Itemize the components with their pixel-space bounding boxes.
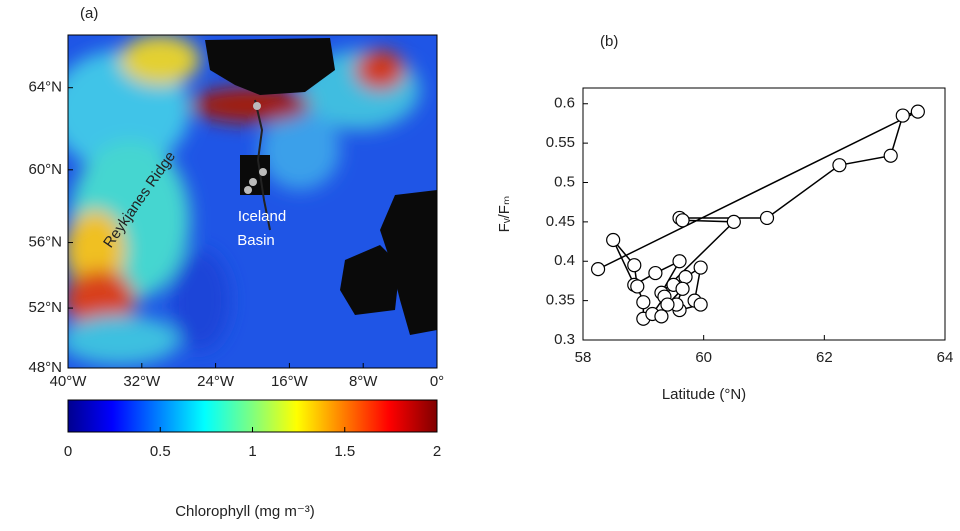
- data-point: [660, 297, 675, 312]
- x-tick-label: 60: [695, 349, 712, 366]
- data-point: [693, 297, 708, 312]
- data-point: [678, 269, 693, 285]
- data-point: [648, 265, 663, 281]
- colorbar-tick-label: 1: [248, 443, 256, 460]
- colorbar-tick-label: 0.5: [150, 443, 171, 460]
- map-image: [68, 35, 437, 368]
- colorbar-tick-label: 0: [64, 443, 72, 460]
- x-tick-label: 16°W: [271, 373, 309, 390]
- y-tick-label: 56°N: [28, 234, 62, 251]
- data-point: [636, 295, 651, 310]
- map-frame: [67, 34, 438, 369]
- x-tick-label: 62: [816, 349, 833, 366]
- data-point: [759, 210, 775, 226]
- x-tick-label: 64: [937, 349, 954, 366]
- x-axis-label: Latitude (°N): [662, 386, 746, 403]
- x-tick-label: 58: [575, 349, 592, 366]
- data-point: [693, 260, 708, 275]
- colorbar-tick-label: 1.5: [334, 443, 355, 460]
- series-line: [597, 110, 919, 320]
- x-tick-label: 24°W: [197, 373, 235, 390]
- x-tick-label: 40°W: [50, 373, 88, 390]
- data-point: [654, 309, 669, 324]
- annotation: Basin: [237, 232, 275, 249]
- y-tick-label: 60°N: [28, 161, 62, 178]
- y-tick-label: 0.6: [554, 95, 575, 112]
- plot-frame: [582, 87, 946, 341]
- y-tick-label: 0.3: [554, 331, 575, 348]
- y-tick-label: 52°N: [28, 299, 62, 316]
- data-point: [883, 148, 898, 163]
- y-tick-label: 64°N: [28, 79, 62, 96]
- data-point: [672, 254, 687, 269]
- data-point: [895, 108, 910, 123]
- annotation: Iceland: [238, 208, 286, 225]
- y-tick-label: 0.55: [546, 134, 575, 151]
- y-tick-label: 48°N: [28, 359, 62, 376]
- data-point: [627, 258, 642, 273]
- data-point: [910, 104, 925, 119]
- y-tick-label: 0.35: [546, 292, 575, 309]
- y-tick-label: 0.4: [554, 252, 575, 269]
- panel-label: (b): [600, 33, 618, 50]
- y-tick-label: 0.5: [554, 173, 575, 190]
- data-point: [606, 232, 621, 248]
- y-axis-label: Fᵥ/Fₘ: [496, 196, 513, 233]
- y-tick-label: 0.45: [546, 213, 575, 230]
- data-point: [675, 281, 690, 296]
- colorbar-label: Chlorophyll (mg m⁻³): [175, 503, 315, 520]
- panel-label: (a): [80, 5, 98, 22]
- x-tick-label: 0°: [430, 373, 444, 390]
- data-point: [590, 262, 606, 277]
- x-tick-label: 8°W: [349, 373, 378, 390]
- data-point: [832, 158, 847, 173]
- colorbar-tick-label: 2: [433, 443, 441, 460]
- data-point: [675, 213, 690, 228]
- x-tick-label: 32°W: [123, 373, 161, 390]
- data-point: [630, 279, 645, 294]
- data-point: [726, 214, 741, 229]
